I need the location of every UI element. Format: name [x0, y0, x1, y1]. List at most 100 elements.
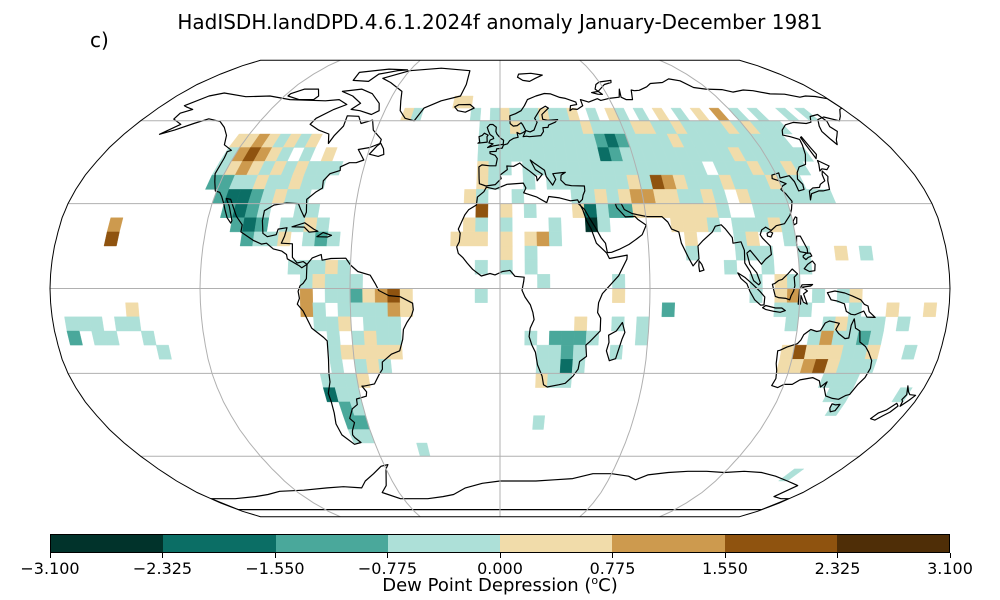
- anomaly-cell: [572, 344, 587, 360]
- anomaly-cell: [326, 330, 341, 346]
- anomaly-cell: [388, 330, 403, 346]
- colorbar-segment: [836, 535, 949, 552]
- anomaly-cell: [858, 245, 874, 261]
- anomaly-cell: [475, 231, 488, 247]
- colorbar-label-sup: o: [591, 574, 599, 587]
- colorbar-tick-mark: [274, 553, 276, 558]
- coastline-borneo: [771, 268, 799, 301]
- anomaly-cell: [325, 316, 340, 332]
- anomaly-cell: [730, 217, 746, 233]
- coastline-mindanao: [803, 260, 816, 273]
- anomaly-cell: [312, 274, 326, 289]
- anomaly-cell: [545, 174, 560, 190]
- anomaly-cell: [254, 217, 270, 233]
- coastline-new-guinea: [826, 290, 876, 318]
- anomaly-cell: [352, 344, 367, 360]
- anomaly-cell: [777, 468, 805, 482]
- colorbar-tick-mark: [387, 553, 388, 558]
- anomaly-cell: [605, 189, 621, 204]
- anomaly-cell: [337, 316, 352, 332]
- anomaly-cell: [324, 260, 339, 275]
- colorbar-tick-label: −3.100: [20, 559, 80, 578]
- graticule: [50, 60, 950, 517]
- colorbar-segment: [275, 535, 388, 552]
- anomaly-cell: [488, 161, 501, 176]
- anomaly-cell: [376, 330, 390, 346]
- anomaly-cell: [537, 274, 551, 289]
- coastline-taiwan: [792, 216, 798, 226]
- anomaly-cell: [298, 147, 316, 162]
- anomaly-cell: [524, 231, 538, 247]
- anomaly-cell: [329, 359, 345, 374]
- anomaly-cell: [784, 316, 799, 332]
- colorbar-segment: [500, 535, 613, 552]
- anomaly-cell: [524, 260, 538, 275]
- anomaly-cell: [833, 245, 849, 261]
- anomaly-cell: [499, 161, 512, 176]
- anomaly-cell: [811, 288, 826, 303]
- anomaly-cell: [114, 316, 130, 332]
- coastline-north-america: [158, 92, 382, 269]
- anomaly-cell: [548, 344, 562, 360]
- anomaly-grid-cells: [64, 95, 938, 482]
- anomaly-cell: [337, 274, 351, 289]
- anomaly-cell: [524, 245, 538, 261]
- anomaly-cell: [559, 359, 574, 374]
- anomaly-cell: [305, 203, 321, 218]
- anomaly-cell: [790, 161, 812, 176]
- anomaly-cell: [301, 231, 317, 247]
- anomaly-cell: [337, 288, 351, 303]
- anomaly-cell: [683, 231, 699, 247]
- colorbar-tick-mark: [724, 553, 726, 558]
- anomaly-cell: [155, 344, 172, 360]
- anomaly-cell: [774, 107, 801, 121]
- anomaly-cell: [871, 316, 886, 332]
- anomaly-cell: [64, 316, 80, 332]
- anomaly-cell: [689, 107, 711, 121]
- anomaly-cell: [499, 231, 513, 247]
- anomaly-cell: [595, 203, 610, 218]
- figure-title: HadISDH.landDPD.4.6.1.2024f anomaly Janu…: [177, 10, 823, 34]
- colorbar-tick-label: −2.325: [132, 559, 193, 578]
- coastline-svalbard: [516, 72, 543, 82]
- coastline-sulawesi: [797, 283, 814, 305]
- coastline-sakhalin: [799, 136, 817, 160]
- coastline-hokkaido: [816, 159, 830, 172]
- anomaly-cell: [708, 107, 731, 121]
- coastline-sri-lanka: [698, 260, 705, 273]
- anomaly-cell: [543, 147, 557, 162]
- anomaly-cell: [611, 316, 625, 332]
- anomaly-cell: [821, 316, 837, 332]
- anomaly-cell: [715, 203, 732, 218]
- anomaly-cell: [313, 316, 328, 332]
- colorbar-tick-label: 3.100: [927, 559, 973, 578]
- anomaly-cell: [475, 203, 489, 218]
- anomaly-cell: [462, 217, 476, 233]
- anomaly-cell: [364, 344, 379, 360]
- anomaly-cell: [312, 302, 327, 317]
- anomaly-cell: [349, 274, 363, 289]
- anomaly-cell: [499, 120, 511, 135]
- coastline-tasmania: [829, 403, 841, 413]
- anomaly-cell: [362, 316, 377, 332]
- colorbar-tick-mark: [949, 553, 951, 558]
- anomaly-cell: [824, 401, 846, 416]
- anomaly-cell: [786, 274, 801, 289]
- coastline-hispaniola: [316, 231, 333, 238]
- anomaly-cell: [489, 120, 501, 135]
- coastline-newfoundland: [368, 142, 385, 157]
- anomaly-cell: [106, 217, 124, 233]
- coastline-australia: [771, 318, 873, 400]
- coastline-ireland: [477, 132, 489, 144]
- anomaly-cell: [474, 260, 488, 275]
- anomaly-cell: [351, 330, 366, 346]
- coastline-madagascar: [605, 321, 626, 362]
- colorbar-tick-mark: [499, 553, 501, 558]
- anomaly-cell: [706, 217, 722, 233]
- anomaly-cell: [685, 245, 700, 261]
- coastline-visayas: [802, 252, 813, 261]
- colorbar-tick-mark: [837, 553, 838, 558]
- colorbar-segment: [163, 535, 276, 552]
- coastline-baffin: [341, 88, 380, 116]
